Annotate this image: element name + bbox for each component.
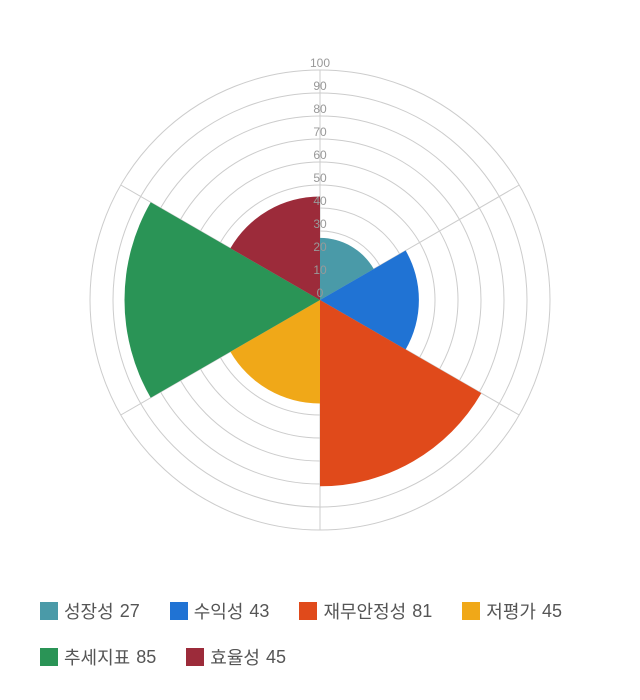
axis-tick-60: 60: [313, 148, 327, 162]
axis-tick-0: 0: [317, 286, 324, 300]
legend-item-3: 저평가 45: [462, 598, 562, 624]
legend-label-2: 재무안정성: [323, 598, 406, 624]
polar-chart-svg: 0 10 20 30 40 50 60 70 80 90 100: [0, 0, 640, 560]
axis-tick-20: 20: [313, 240, 327, 254]
polar-chart-container: 0 10 20 30 40 50 60 70 80 90 100 성장성 27 수익성 43 재무안정성…: [0, 0, 640, 700]
legend-label-4: 추세지표: [64, 644, 130, 670]
legend-item-2: 재무안정성 81: [299, 598, 432, 624]
legend-value-2: 81: [412, 601, 432, 622]
legend-value-1: 43: [249, 601, 269, 622]
legend-item-1: 수익성 43: [170, 598, 270, 624]
axis-tick-10: 10: [313, 263, 327, 277]
axis-tick-30: 30: [313, 217, 327, 231]
legend-swatch-4: [40, 648, 58, 666]
axis-tick-50: 50: [313, 171, 327, 185]
legend-value-5: 45: [266, 647, 286, 668]
legend-value-4: 85: [136, 647, 156, 668]
axis-tick-40: 40: [313, 194, 327, 208]
axis-tick-70: 70: [313, 125, 327, 139]
legend-item-0: 성장성 27: [40, 598, 140, 624]
legend-label-3: 저평가: [486, 598, 536, 624]
legend-item-4: 추세지표 85: [40, 644, 156, 670]
legend-swatch-3: [462, 602, 480, 620]
legend-swatch-1: [170, 602, 188, 620]
legend-label-0: 성장성: [64, 598, 114, 624]
legend-swatch-2: [299, 602, 317, 620]
legend-label-5: 효율성: [210, 644, 260, 670]
legend-swatch-0: [40, 602, 58, 620]
legend-value-0: 27: [120, 601, 140, 622]
axis-tick-80: 80: [313, 102, 327, 116]
legend-swatch-5: [186, 648, 204, 666]
chart-legend: 성장성 27 수익성 43 재무안정성 81 저평가 45 추세지표 85 효율성 45: [40, 598, 600, 670]
legend-value-3: 45: [542, 601, 562, 622]
legend-item-5: 효율성 45: [186, 644, 286, 670]
legend-label-1: 수익성: [194, 598, 244, 624]
axis-tick-100: 100: [310, 56, 330, 70]
axis-tick-90: 90: [313, 79, 327, 93]
